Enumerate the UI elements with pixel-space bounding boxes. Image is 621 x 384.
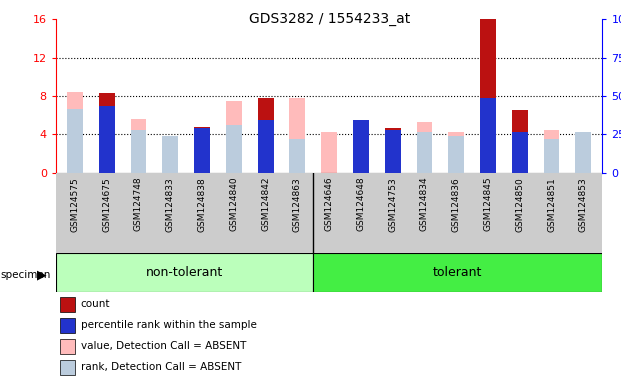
- Bar: [67, 109, 83, 173]
- Text: GSM124836: GSM124836: [451, 177, 461, 232]
- Bar: [67, 92, 83, 173]
- Bar: [226, 125, 242, 173]
- Bar: [543, 139, 560, 173]
- Text: GSM124675: GSM124675: [102, 177, 111, 232]
- Bar: [353, 123, 369, 173]
- Bar: [512, 111, 528, 173]
- Bar: [353, 134, 369, 173]
- Bar: [258, 98, 273, 173]
- Bar: [512, 134, 528, 173]
- Bar: [417, 132, 432, 173]
- Text: value, Detection Call = ABSENT: value, Detection Call = ABSENT: [81, 341, 246, 351]
- Bar: [417, 122, 432, 173]
- Bar: [385, 130, 401, 173]
- Text: GSM124646: GSM124646: [325, 177, 333, 232]
- Text: ▶: ▶: [37, 268, 47, 281]
- Bar: [60, 296, 75, 312]
- Bar: [99, 93, 115, 173]
- Bar: [353, 120, 369, 173]
- Bar: [480, 19, 496, 173]
- Text: GDS3282 / 1554233_at: GDS3282 / 1554233_at: [248, 12, 410, 25]
- Bar: [60, 318, 75, 333]
- Bar: [448, 136, 464, 173]
- Text: GSM124845: GSM124845: [484, 177, 492, 232]
- Bar: [130, 119, 147, 173]
- Text: GSM124842: GSM124842: [261, 177, 270, 231]
- Bar: [226, 101, 242, 173]
- Bar: [543, 130, 560, 173]
- Bar: [385, 127, 401, 173]
- Bar: [56, 253, 313, 292]
- Text: GSM124851: GSM124851: [547, 177, 556, 232]
- Text: GSM124834: GSM124834: [420, 177, 429, 232]
- Bar: [99, 106, 115, 173]
- Text: GSM124863: GSM124863: [293, 177, 302, 232]
- Bar: [194, 127, 210, 173]
- Bar: [512, 132, 528, 173]
- Text: GSM124833: GSM124833: [166, 177, 175, 232]
- Bar: [194, 127, 210, 173]
- Text: GSM124648: GSM124648: [356, 177, 365, 232]
- Text: tolerant: tolerant: [433, 266, 483, 279]
- Text: GSM124753: GSM124753: [388, 177, 397, 232]
- Bar: [162, 136, 178, 173]
- Text: GSM124748: GSM124748: [134, 177, 143, 232]
- Text: GSM124838: GSM124838: [197, 177, 207, 232]
- Bar: [130, 130, 147, 173]
- Bar: [313, 253, 602, 292]
- Bar: [289, 98, 306, 173]
- Bar: [480, 98, 496, 173]
- Text: count: count: [81, 299, 111, 309]
- Text: non-tolerant: non-tolerant: [146, 266, 223, 279]
- Bar: [60, 339, 75, 354]
- Bar: [258, 120, 273, 173]
- Text: GSM124850: GSM124850: [515, 177, 524, 232]
- Bar: [385, 131, 401, 173]
- Bar: [576, 132, 591, 173]
- Bar: [60, 360, 75, 375]
- Text: specimen: specimen: [1, 270, 51, 280]
- Text: rank, Detection Call = ABSENT: rank, Detection Call = ABSENT: [81, 362, 241, 372]
- Bar: [448, 131, 464, 173]
- Bar: [321, 132, 337, 173]
- Text: GSM124575: GSM124575: [70, 177, 79, 232]
- Bar: [289, 139, 306, 173]
- Text: percentile rank within the sample: percentile rank within the sample: [81, 320, 256, 330]
- Text: GSM124840: GSM124840: [229, 177, 238, 232]
- Text: GSM124853: GSM124853: [579, 177, 588, 232]
